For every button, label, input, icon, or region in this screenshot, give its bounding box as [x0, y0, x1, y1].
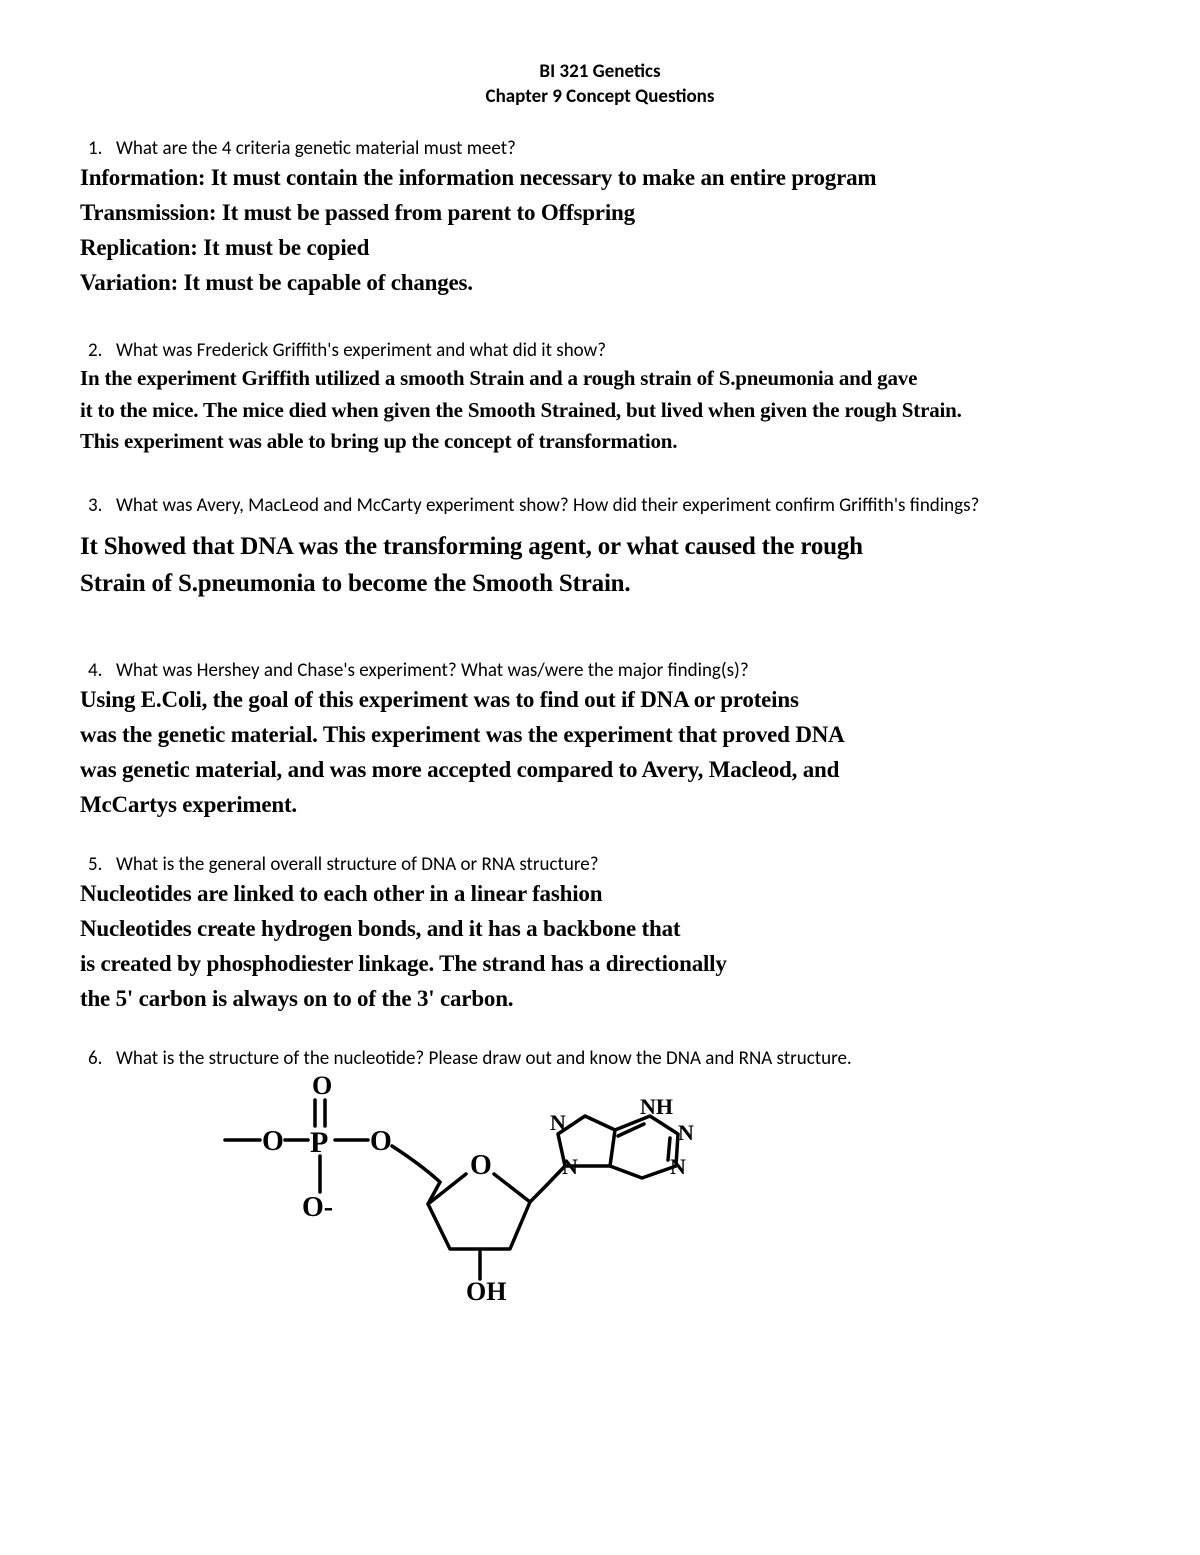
- document-header: BI 321 Genetics Chapter 9 Concept Questi…: [80, 60, 1120, 109]
- svg-text:O: O: [370, 1126, 392, 1157]
- question-6: 6.What is the structure of the nucleotid…: [80, 1047, 1120, 1070]
- svg-text:P: P: [310, 1126, 328, 1159]
- svg-text:N: N: [562, 1154, 578, 1179]
- question-text: What was Avery, MacLeod and McCarty expe…: [116, 494, 979, 517]
- svg-text:NH: NH: [640, 1094, 673, 1119]
- question-number: 4.: [80, 659, 116, 682]
- question-number: 2.: [80, 339, 116, 362]
- question-block-1: 1.What are the 4 criteria genetic materi…: [80, 137, 1120, 297]
- question-2: 2.What was Frederick Griffith's experime…: [80, 339, 1120, 362]
- question-block-3: 3.What was Avery, MacLeod and McCarty ex…: [80, 494, 1120, 600]
- answer-5-line2: Nucleotides create hydrogen bonds, and i…: [80, 915, 1120, 944]
- nucleotide-structure-drawing: O O P O O- O: [170, 1074, 1120, 1309]
- question-number: 5.: [80, 853, 116, 876]
- svg-text:O: O: [470, 1150, 492, 1181]
- svg-text:N: N: [678, 1120, 694, 1145]
- answer-2-line3: This experiment was able to bring up the…: [80, 429, 1120, 454]
- question-block-2: 2.What was Frederick Griffith's experime…: [80, 339, 1120, 454]
- answer-4-line4: McCartys experiment.: [80, 791, 1120, 820]
- svg-text:O-: O-: [302, 1192, 333, 1223]
- svg-text:N: N: [550, 1110, 566, 1135]
- answer-4-line3: was genetic material, and was more accep…: [80, 756, 1120, 785]
- answer-3-line2: Strain of S.pneumonia to become the Smoo…: [80, 568, 1120, 599]
- svg-text:O: O: [312, 1074, 332, 1100]
- question-block-6: 6.What is the structure of the nucleotid…: [80, 1047, 1120, 1309]
- answer-1-line2: Transmission: It must be passed from par…: [80, 199, 1120, 228]
- answer-1-line3: Replication: It must be copied: [80, 234, 1120, 263]
- answer-2-line2: it to the mice. The mice died when given…: [80, 398, 1120, 423]
- answer-1-line1: Information: It must contain the informa…: [80, 164, 1120, 193]
- nucleotide-svg: O O P O O- O: [170, 1074, 730, 1304]
- answer-5-line3: is created by phosphodiester linkage. Th…: [80, 950, 1120, 979]
- answer-4-line1: Using E.Coli, the goal of this experimen…: [80, 686, 1120, 715]
- question-block-4: 4.What was Hershey and Chase's experimen…: [80, 659, 1120, 819]
- svg-text:O: O: [262, 1126, 284, 1157]
- question-text: What is the structure of the nucleotide?…: [116, 1047, 852, 1070]
- svg-text:OH: OH: [466, 1277, 506, 1304]
- question-block-5: 5.What is the general overall structure …: [80, 853, 1120, 1013]
- header-line1: BI 321 Genetics: [80, 60, 1120, 85]
- header-line2: Chapter 9 Concept Questions: [80, 85, 1120, 110]
- question-1: 1.What are the 4 criteria genetic materi…: [80, 137, 1120, 160]
- question-text: What was Hershey and Chase's experiment?…: [116, 659, 749, 682]
- answer-2-line1: In the experiment Griffith utilized a sm…: [80, 366, 1120, 391]
- question-number: 1.: [80, 137, 116, 160]
- answer-3-line1: It Showed that DNA was the transforming …: [80, 531, 1120, 562]
- question-number: 3.: [80, 494, 116, 517]
- question-text: What is the general overall structure of…: [116, 853, 599, 876]
- answer-4-line2: was the genetic material. This experimen…: [80, 721, 1120, 750]
- answer-5-line4: the 5' carbon is always on to of the 3' …: [80, 985, 1120, 1014]
- question-5: 5.What is the general overall structure …: [80, 853, 1120, 876]
- question-3: 3.What was Avery, MacLeod and McCarty ex…: [80, 494, 1120, 517]
- answer-5-line1: Nucleotides are linked to each other in …: [80, 880, 1120, 909]
- svg-text:N: N: [670, 1154, 686, 1179]
- question-4: 4.What was Hershey and Chase's experimen…: [80, 659, 1120, 682]
- question-text: What are the 4 criteria genetic material…: [116, 137, 516, 160]
- question-number: 6.: [80, 1047, 116, 1070]
- question-text: What was Frederick Griffith's experiment…: [116, 339, 606, 362]
- answer-1-line4: Variation: It must be capable of changes…: [80, 269, 1120, 298]
